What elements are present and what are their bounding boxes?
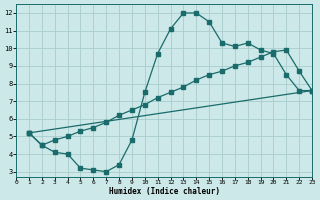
X-axis label: Humidex (Indice chaleur): Humidex (Indice chaleur): [108, 187, 220, 196]
